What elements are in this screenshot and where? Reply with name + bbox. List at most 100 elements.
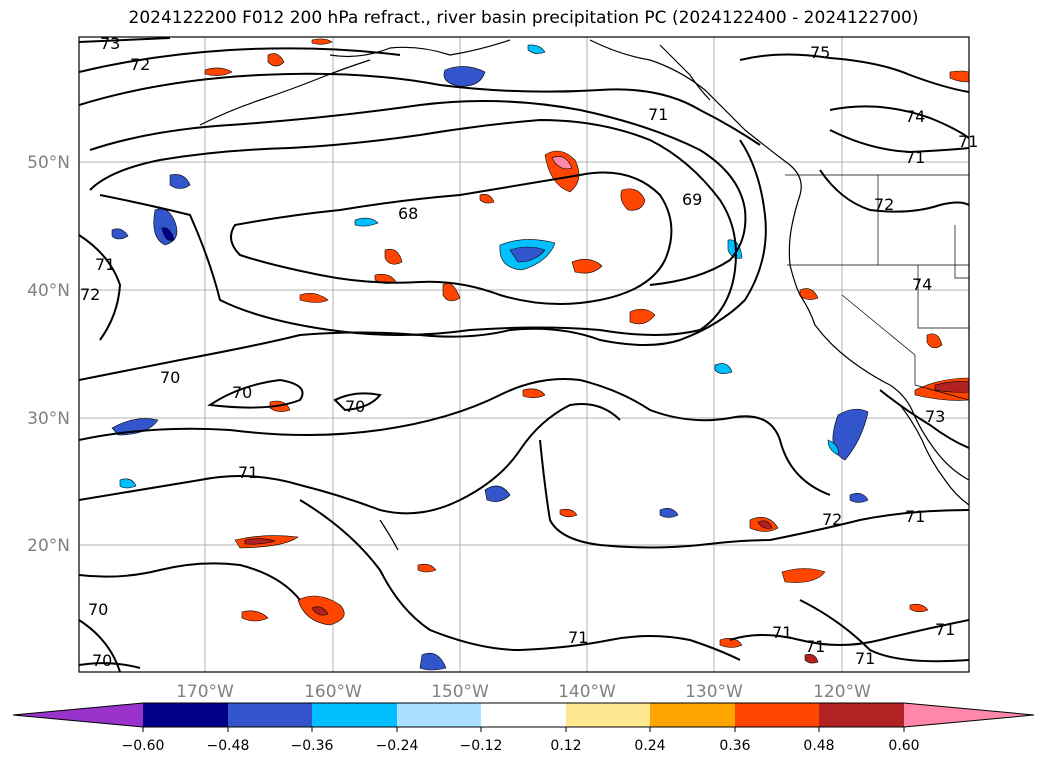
colorbar-tick-label: 0.12 <box>550 738 581 754</box>
lat-label: 30°N <box>27 409 70 429</box>
precip-negative-area <box>484 485 511 502</box>
contour-label: 70 <box>88 600 108 619</box>
lon-label: 120°W <box>813 682 871 702</box>
contour-label: 72 <box>80 285 100 304</box>
contour-label: 73 <box>925 407 945 426</box>
gridlines <box>79 37 969 672</box>
precip-positive-area <box>204 67 233 76</box>
precip-positive-area <box>522 388 546 399</box>
precip-negative-area <box>443 66 486 87</box>
colorbar-segment <box>735 703 819 727</box>
colorbar-tick-label: 0.36 <box>719 738 750 754</box>
precip-positive-area <box>384 248 403 265</box>
contours <box>79 37 969 672</box>
precip-positive-area <box>719 638 743 648</box>
precip-negative-area <box>169 174 191 189</box>
contour-label: 71 <box>648 105 668 124</box>
lat-label: 20°N <box>27 536 70 556</box>
contour-label: 70 <box>232 383 252 402</box>
precip-negative-area <box>659 508 679 518</box>
contour-label: 71 <box>238 463 258 482</box>
precip-positive-area <box>417 563 437 573</box>
contour-label: 71 <box>958 132 978 151</box>
precip-positive-area <box>311 38 333 45</box>
contour-label: 72 <box>130 55 150 74</box>
contour-label: 71 <box>95 255 115 274</box>
precip-negative-area <box>527 44 546 54</box>
colorbar-segment <box>566 703 650 727</box>
contour-label: 72 <box>822 510 842 529</box>
precip-negative-area <box>111 418 159 436</box>
precip-positive-area <box>479 194 495 204</box>
lon-label: 140°W <box>558 682 616 702</box>
contour-label: 71 <box>905 148 925 167</box>
contour-label: 71 <box>805 637 825 656</box>
contour-label: 71 <box>772 623 792 642</box>
contour-label: 75 <box>810 43 830 62</box>
map-panel <box>79 37 969 672</box>
colorbar-tick-label: 0.48 <box>803 738 834 754</box>
precip-positive-area <box>799 288 819 300</box>
colorbar-segment <box>819 703 904 727</box>
contour-label: 74 <box>912 275 932 294</box>
contour-label: 68 <box>398 204 418 223</box>
lat-label: 40°N <box>27 281 70 301</box>
contour-label: 70 <box>92 651 112 670</box>
precip-shading <box>111 38 969 671</box>
contour-label: 71 <box>905 507 925 526</box>
contour-label: 71 <box>568 628 588 647</box>
colorbar-segment <box>228 703 312 727</box>
colorbar-tick-label: −0.60 <box>122 738 165 754</box>
precip-negative-area <box>354 217 379 227</box>
colorbar: −0.60 −0.48 −0.36 −0.24 −0.12 0.12 0.24 … <box>12 702 1035 754</box>
longitude-labels: 170°W 160°W 150°W 140°W 130°W 120°W <box>176 682 871 702</box>
precip-positive-area <box>629 308 656 325</box>
precip-positive-area <box>299 293 329 303</box>
precip-negative-area <box>714 363 733 374</box>
colorbar-segment <box>13 703 143 727</box>
precip-negative-area <box>419 652 447 671</box>
colorbar-tick-label: −0.12 <box>460 738 503 754</box>
lon-label: 170°W <box>176 682 234 702</box>
lon-label: 150°W <box>431 682 489 702</box>
contour-labels: 73 72 75 74 71 71 68 69 71 72 74 71 72 7… <box>80 34 978 670</box>
precip-negative-area <box>119 478 137 489</box>
colorbar-segment <box>650 703 735 727</box>
colorbar-tick-label: −0.36 <box>291 738 334 754</box>
lat-label: 50°N <box>27 153 70 173</box>
colorbar-segment <box>481 703 566 727</box>
colorbar-segment <box>143 703 228 727</box>
contour-label: 71 <box>935 620 955 639</box>
precip-positive-area <box>267 53 285 67</box>
contour-label: 71 <box>855 649 875 668</box>
contour-label: 72 <box>874 195 894 214</box>
colorbar-tick-label: −0.48 <box>207 738 250 754</box>
colorbar-tick-label: 0.24 <box>634 738 665 754</box>
contour-label: 70 <box>160 368 180 387</box>
precip-positive-area <box>926 333 943 349</box>
map-frame <box>78 36 970 673</box>
precip-positive-area <box>241 610 269 622</box>
colorbar-segment <box>312 703 397 727</box>
contour-label: 69 <box>682 190 702 209</box>
contour-label: 73 <box>100 34 120 53</box>
colorbar-tick-label: 0.60 <box>888 738 919 754</box>
map-title: 2024122200 F012 200 hPa refract., river … <box>128 8 919 28</box>
contour-label: 70 <box>345 397 365 416</box>
precip-positive-area <box>620 188 646 211</box>
precip-positive-area <box>559 508 578 518</box>
precip-negative-area <box>849 493 869 503</box>
latitude-labels: 50°N 40°N 30°N 20°N <box>27 153 70 556</box>
precip-positive-area <box>781 568 826 583</box>
colorbar-segment <box>397 703 481 727</box>
precip-positive-area <box>804 654 819 664</box>
precip-positive-area <box>571 258 603 274</box>
colorbar-tick-label: −0.24 <box>376 738 419 754</box>
lon-label: 130°W <box>685 682 743 702</box>
borders <box>785 174 969 401</box>
precip-positive-area <box>949 70 969 83</box>
precip-positive-area <box>909 603 929 613</box>
colorbar-segment <box>904 703 1034 727</box>
precip-negative-area <box>111 228 129 240</box>
